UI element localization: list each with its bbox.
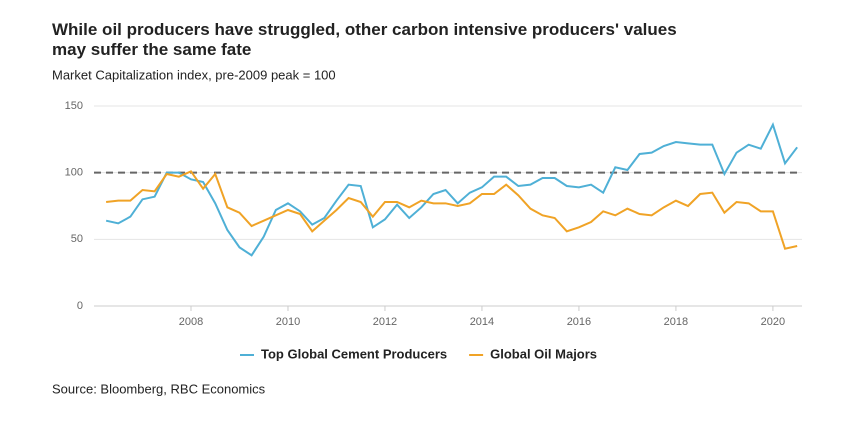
y-tick-label: 0 xyxy=(77,300,83,312)
x-tick-label: 2012 xyxy=(373,316,397,328)
x-tick-label: 2018 xyxy=(664,316,688,328)
series-line xyxy=(106,170,798,250)
x-tick-label: 2010 xyxy=(276,316,300,328)
chart-title: While oil producers have struggled, othe… xyxy=(52,20,677,59)
legend-label: Global Oil Majors xyxy=(490,346,597,361)
y-tick-label: 150 xyxy=(65,100,83,112)
y-tick-label: 50 xyxy=(71,233,83,245)
x-tick-label: 2020 xyxy=(761,316,785,328)
series-line xyxy=(105,122,798,257)
x-tick-label: 2014 xyxy=(470,316,494,328)
x-tick-label: 2008 xyxy=(179,316,203,328)
chart-subtitle: Market Capitalization index, pre-2009 pe… xyxy=(52,67,336,82)
x-tick-label: 2016 xyxy=(567,316,591,328)
legend-label: Top Global Cement Producers xyxy=(261,346,447,361)
y-tick-label: 100 xyxy=(65,167,83,179)
source-note: Source: Bloomberg, RBC Economics xyxy=(52,381,266,396)
